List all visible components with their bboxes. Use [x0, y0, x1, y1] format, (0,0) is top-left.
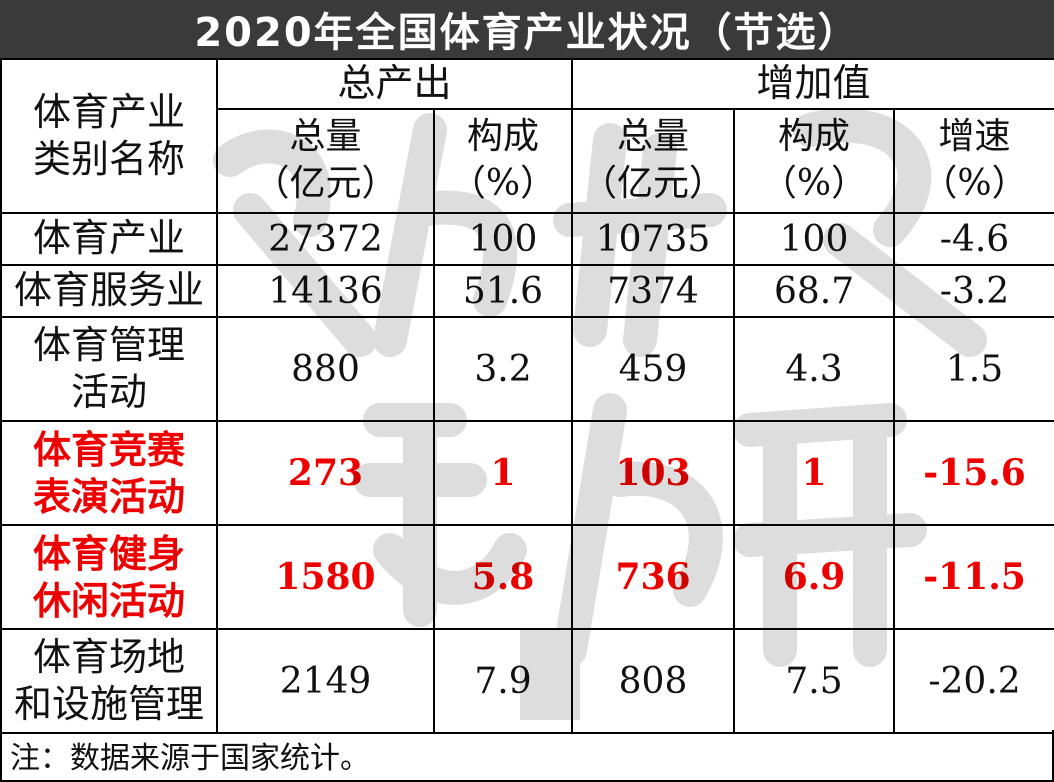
cell-va-total: 459 — [571, 316, 736, 422]
cell-output-share: 5.8 — [432, 524, 574, 630]
cell-va-share: 68.7 — [733, 264, 896, 318]
header-row-group: 体育产业 类别名称 总产出 增加值 — [0, 58, 1054, 214]
table-row: 体育产业 27372 100 10735 100 -4.6 — [0, 212, 1054, 266]
cell-va-growth: -3.2 — [893, 264, 1054, 318]
cell-output-total: 273 — [216, 420, 435, 526]
cell-va-growth: -15.6 — [893, 420, 1054, 526]
cell-va-total: 808 — [571, 628, 736, 734]
cell-output-total: 27372 — [216, 212, 435, 266]
cell-output-total: 1580 — [216, 524, 435, 630]
table-row: 体育管理 活动 880 3.2 459 4.3 1.5 — [0, 316, 1054, 422]
header-category: 体育产业 类别名称 — [0, 58, 218, 214]
row-category-name: 体育服务业 — [0, 264, 218, 318]
header-output-total: 总量 （亿元） — [216, 108, 435, 214]
cell-output-total: 14136 — [216, 264, 435, 318]
row-category-name: 体育产业 — [0, 212, 218, 266]
cell-output-total: 880 — [216, 316, 435, 422]
cell-output-total: 2149 — [216, 628, 435, 734]
cell-va-total: 7374 — [571, 264, 736, 318]
cell-output-share: 51.6 — [432, 264, 574, 318]
table-row: 体育健身 休闲活动 1580 5.8 736 6.9 -11.5 — [0, 524, 1054, 630]
cell-output-share: 7.9 — [432, 628, 574, 734]
header-row-sub: 总量 （亿元） 构成 （%） 总量 （亿元） 构成 （%） 增速 （%） — [1, 108, 1054, 214]
cell-va-share: 7.5 — [733, 628, 896, 734]
cell-va-total: 736 — [571, 524, 736, 630]
row-category-name: 体育场地 和设施管理 — [0, 628, 218, 734]
header-va-share: 构成 （%） — [733, 108, 896, 214]
table-row: 体育场地 和设施管理 2149 7.9 808 7.5 -20.2 — [0, 628, 1054, 734]
row-category-name: 体育竞赛 表演活动 — [0, 420, 218, 526]
table-row: 体育服务业 14136 51.6 7374 68.7 -3.2 — [0, 264, 1054, 318]
cell-va-total: 103 — [571, 420, 736, 526]
cell-output-share: 3.2 — [432, 316, 574, 422]
header-va-total: 总量 （亿元） — [571, 108, 736, 214]
cell-va-growth: 1.5 — [893, 316, 1054, 422]
cell-output-share: 100 — [432, 212, 574, 266]
cell-va-share: 4.3 — [733, 316, 896, 422]
header-group-value-added: 增加值 — [571, 58, 1054, 110]
cell-va-growth: -20.2 — [893, 628, 1054, 734]
data-table: 体育产业 类别名称 总产出 增加值 总量 （亿元） 构成 （%） 总量 （亿元） 构成（… — [0, 58, 1054, 734]
cell-output-share: 1 — [432, 420, 574, 526]
table-title: 2020年全国体育产业状况（节选） — [0, 0, 1054, 58]
header-output-share: 构成 （%） — [432, 108, 574, 214]
header-group-output: 总产出 — [215, 58, 574, 110]
table-row: 体育竞赛 表演活动 273 1 103 1 -15.6 — [0, 420, 1054, 526]
cell-va-share: 6.9 — [733, 524, 896, 630]
cell-va-growth: -4.6 — [893, 212, 1054, 266]
cell-va-growth: -11.5 — [893, 524, 1054, 630]
row-category-name: 体育健身 休闲活动 — [0, 524, 218, 630]
cell-va-share: 1 — [733, 420, 896, 526]
source-note: 注：数据来源于国家统计。 — [0, 730, 1054, 782]
row-category-name: 体育管理 活动 — [0, 316, 218, 422]
cell-va-total: 10735 — [571, 212, 736, 266]
cell-va-share: 100 — [733, 212, 896, 266]
header-va-growth: 增速 （%） — [893, 108, 1054, 214]
